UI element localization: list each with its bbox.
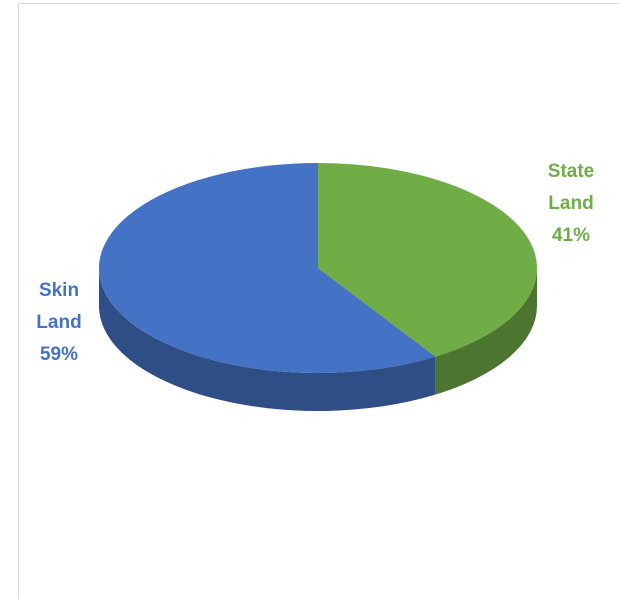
slice-side	[435, 268, 537, 395]
slice-side	[98, 268, 436, 411]
label-category: State Land	[547, 161, 595, 214]
pie-sides	[98, 268, 537, 411]
label-value: 59%	[39, 344, 79, 365]
slice	[98, 163, 436, 373]
data-label: Skin Land 59%	[14, 275, 104, 371]
data-label: State Land 41%	[526, 156, 616, 252]
label-value: 41%	[551, 225, 591, 246]
pie-tops	[98, 163, 537, 373]
slice	[318, 163, 537, 357]
label-category: Skin Land	[36, 280, 82, 333]
